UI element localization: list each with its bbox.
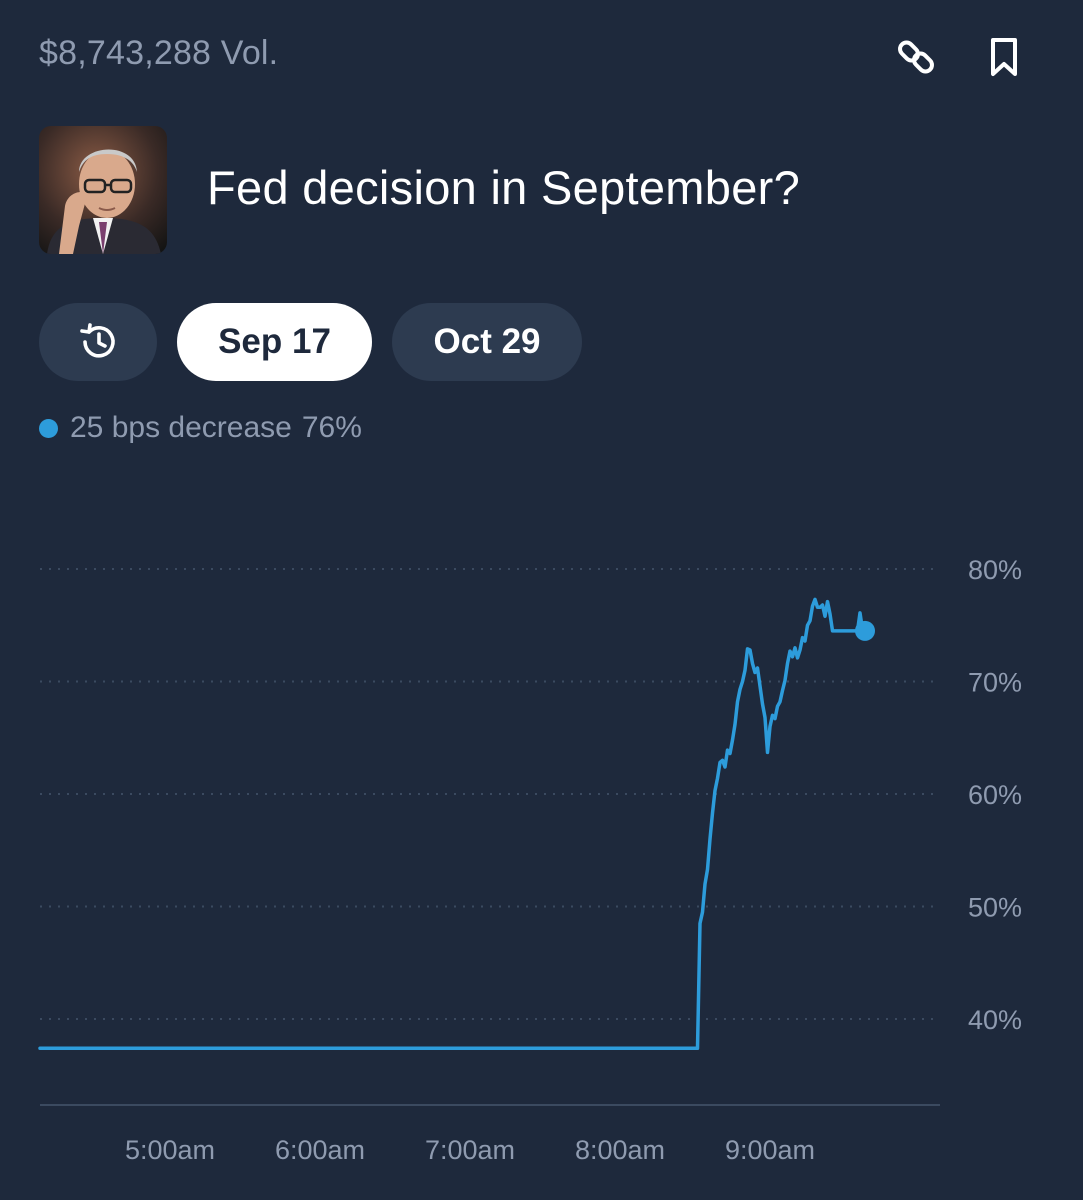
- x-tick-label: 9:00am: [725, 1135, 815, 1165]
- history-icon: [80, 323, 115, 358]
- y-tick-label: 70%: [968, 668, 1022, 698]
- date-tab-sep-17[interactable]: Sep 17: [177, 303, 372, 381]
- legend-dot: [39, 418, 58, 438]
- chart-legend: 25 bps decrease 76%: [39, 411, 362, 445]
- volume-label: $8,743,288 Vol.: [39, 34, 279, 72]
- x-tick-label: 6:00am: [275, 1135, 365, 1165]
- y-tick-label: 60%: [968, 780, 1022, 810]
- date-tab-oct-29[interactable]: Oct 29: [392, 303, 582, 381]
- bookmark-icon[interactable]: [983, 36, 1025, 78]
- legend-series-name: 25 bps decrease: [70, 411, 292, 444]
- x-tick-label: 5:00am: [125, 1135, 215, 1165]
- x-tick-label: 8:00am: [575, 1135, 665, 1165]
- series-endpoint: [855, 620, 875, 641]
- history-tab[interactable]: [39, 303, 157, 381]
- y-tick-label: 40%: [968, 1005, 1022, 1035]
- market-image: [39, 126, 167, 254]
- x-tick-label: 7:00am: [425, 1135, 515, 1165]
- link-icon[interactable]: [895, 36, 937, 78]
- legend-value: 76%: [301, 411, 362, 444]
- series-line: [38, 597, 867, 1051]
- y-tick-label: 80%: [968, 555, 1022, 585]
- y-tick-label: 50%: [968, 893, 1022, 923]
- market-title: Fed decision in September?: [207, 161, 801, 214]
